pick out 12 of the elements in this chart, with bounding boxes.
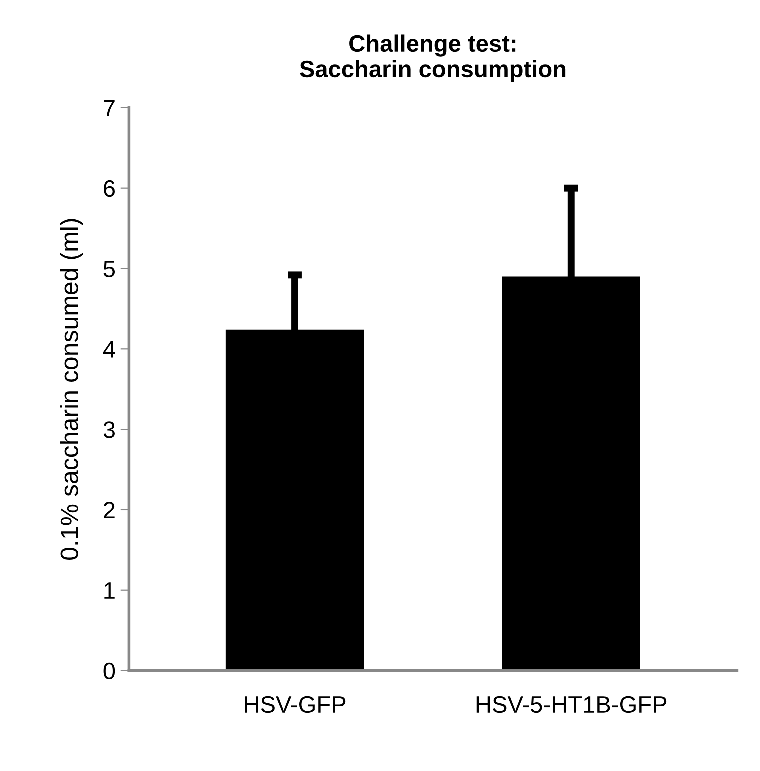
chart-title: Challenge test: Saccharin consumption — [300, 34, 566, 82]
y-tick-label: 0 — [104, 662, 116, 680]
y-tick-label: 2 — [104, 502, 115, 519]
y-tick-label: 1 — [104, 582, 115, 599]
y-tick-label: 3 — [104, 422, 115, 438]
x-tick-label: HSV-5-HT1B-GFP — [476, 696, 667, 714]
y-tick-label: 7 — [104, 100, 115, 116]
y-tick-label: 5 — [104, 261, 116, 278]
y-tick-label: 4 — [103, 341, 116, 358]
x-tick-label: HSV-GFP — [245, 696, 346, 714]
y-axis-title: 0.1% saccharin consumed (ml) — [60, 219, 84, 560]
y-tick-label: 6 — [104, 180, 115, 198]
